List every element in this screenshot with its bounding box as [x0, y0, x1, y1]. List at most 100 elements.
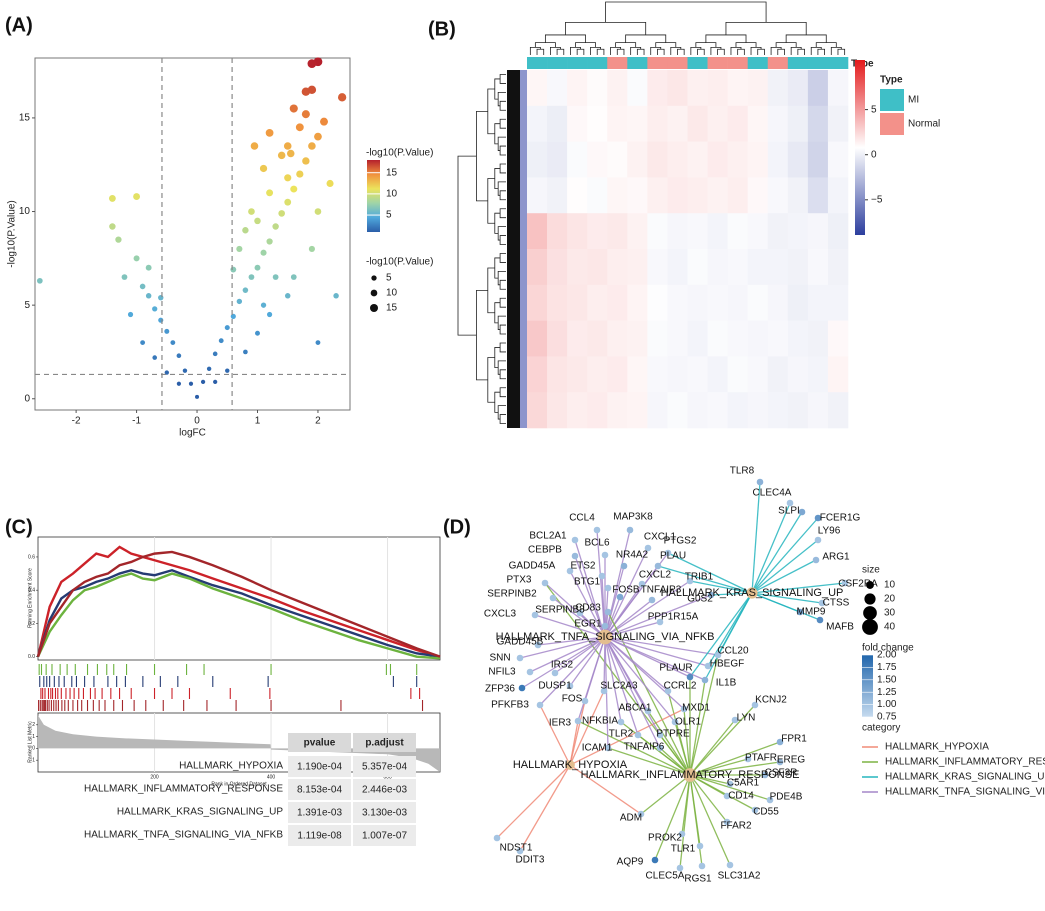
heat-cell — [587, 356, 608, 393]
dendrogram — [497, 136, 506, 151]
heat-cell — [687, 249, 708, 286]
heat-cell — [727, 392, 748, 429]
legend-title: fold change — [862, 643, 914, 654]
heat-cell — [547, 213, 568, 250]
heat-cell — [527, 320, 548, 357]
heat-cell — [787, 284, 809, 321]
point — [307, 85, 317, 95]
point — [176, 353, 182, 359]
point — [212, 351, 218, 357]
gene-label: HBEGF — [710, 659, 744, 670]
heat-cell — [607, 141, 628, 178]
point — [260, 249, 267, 256]
heat-cell — [527, 141, 548, 178]
heat-cell — [707, 392, 728, 429]
y-tick-label: 15 — [19, 113, 31, 124]
gene-node — [626, 526, 634, 534]
edge — [689, 758, 749, 776]
annotation-cell — [827, 57, 849, 69]
gene-node — [731, 716, 739, 724]
gene-node — [701, 676, 709, 684]
gene-node — [664, 687, 672, 695]
edge — [604, 636, 719, 656]
colorbar-label: 0 — [871, 149, 877, 160]
edge — [751, 481, 761, 594]
table-value: 1.391e-03 — [297, 808, 342, 819]
heat-cell — [547, 320, 568, 357]
edge — [574, 539, 606, 638]
edge — [519, 764, 571, 852]
table-value: 1.119e-08 — [297, 831, 342, 842]
gene-node — [816, 616, 824, 624]
gene-node — [798, 508, 806, 516]
edge — [689, 774, 756, 811]
annotation-cell — [807, 57, 829, 69]
edge — [604, 636, 709, 667]
edge — [689, 592, 753, 678]
table-header: p.adjust — [365, 738, 404, 749]
edge — [519, 636, 606, 659]
colorbar-label: −5 — [871, 194, 883, 205]
gene-node — [841, 579, 849, 587]
size-key — [370, 304, 378, 312]
gene-node — [648, 596, 656, 604]
annotation-cell — [647, 57, 668, 69]
heat-cell — [787, 392, 809, 429]
gene-label: MAFB — [826, 622, 854, 633]
gene-node — [812, 556, 820, 564]
point — [139, 283, 146, 290]
point — [266, 189, 274, 197]
dendrogram — [810, 46, 822, 55]
y-tick-label: -1 — [31, 758, 36, 764]
gene-label: ETS2 — [570, 561, 595, 572]
heat-cell — [587, 392, 608, 429]
gene-node — [761, 771, 769, 779]
gene-label: SERPINB8 — [535, 605, 585, 616]
dendrogram — [494, 168, 501, 189]
edge — [577, 636, 606, 722]
heat-cell — [647, 213, 668, 250]
dendrogram — [536, 48, 545, 55]
edge — [574, 555, 606, 638]
point — [115, 236, 122, 243]
edge — [751, 582, 846, 594]
row-strip — [520, 70, 527, 428]
hub-label: HALLMARK_KRAS_SIGNALING_UP — [661, 587, 844, 599]
table-row-label: HALLMARK_HYPOXIA — [179, 761, 283, 772]
gene-label: C5AR1 — [727, 778, 760, 789]
heat-cell — [667, 320, 688, 357]
heat-cell — [567, 141, 588, 178]
point — [260, 302, 267, 308]
heat-cell — [807, 105, 829, 142]
heat-cell — [747, 105, 769, 142]
gene-node — [756, 478, 764, 486]
table-row-label: HALLMARK_KRAS_SIGNALING_UP — [117, 807, 284, 818]
heat-cell — [527, 392, 548, 429]
point — [307, 59, 317, 69]
point — [287, 149, 295, 158]
legend-label: HALLMARK_INFLAMMATORY_RESPONSE — [885, 757, 1045, 768]
colorbar — [855, 60, 865, 235]
annotation-cell — [567, 57, 588, 69]
heat-cell — [787, 177, 809, 214]
edge — [577, 720, 691, 776]
gene-label: ABCA1 — [619, 703, 652, 714]
colorbar-label: 10 — [386, 189, 398, 200]
hub-label: HALLMARK_INFLAMMATORY_RESPONSE — [581, 769, 800, 781]
gene-node — [598, 572, 606, 580]
gene-node — [604, 744, 612, 752]
dendrogram — [725, 21, 807, 35]
es-curve — [36, 550, 441, 658]
edge — [604, 636, 661, 736]
heat-cell — [687, 105, 708, 142]
heat-cell — [567, 320, 588, 357]
size-label: 10 — [386, 288, 398, 299]
gene-node — [726, 861, 734, 869]
heat-cell — [827, 249, 849, 286]
dendrogram — [775, 42, 797, 48]
edge — [569, 764, 642, 815]
heat-cell — [627, 320, 648, 357]
heat-cell — [787, 105, 809, 142]
gene-label: FOSB — [612, 585, 640, 596]
heat-cell — [647, 356, 668, 393]
